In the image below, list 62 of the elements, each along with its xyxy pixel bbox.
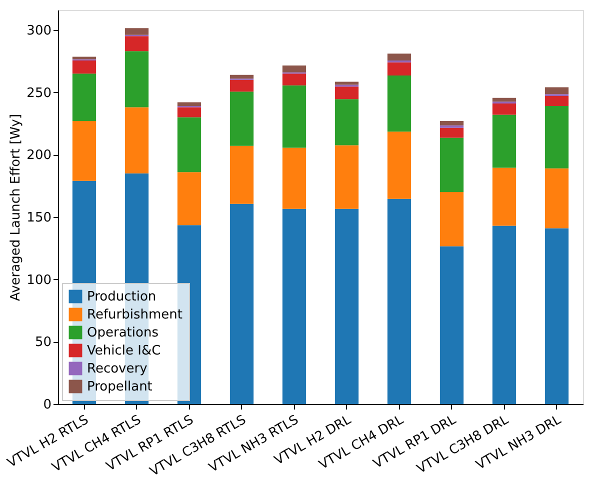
bar <box>230 74 254 79</box>
bar <box>544 87 569 94</box>
bar <box>440 128 464 138</box>
bar <box>387 75 412 132</box>
legend-label: Vehicle I&C <box>87 344 161 358</box>
bar <box>387 198 412 404</box>
y-tick-label: 200 <box>26 148 52 164</box>
bar <box>72 120 96 181</box>
bar <box>440 246 464 404</box>
y-tick-label: 250 <box>26 86 52 101</box>
y-axis-title: Averaged Launch Effort [Wy] <box>8 114 24 302</box>
legend-label: Propellant <box>87 380 152 394</box>
y-tick-label: 300 <box>26 23 52 38</box>
bar <box>492 104 516 115</box>
bar <box>230 204 254 404</box>
bar <box>387 132 412 199</box>
bar <box>124 51 149 108</box>
legend-label: Refurbishment <box>87 308 182 322</box>
bar <box>177 117 202 172</box>
bar <box>72 60 96 74</box>
bar <box>282 208 306 404</box>
bar <box>230 80 254 92</box>
bar <box>334 208 359 404</box>
bar <box>282 85 306 148</box>
bar <box>440 125 464 128</box>
bar <box>124 28 149 35</box>
bar <box>387 54 412 60</box>
bar <box>124 107 149 174</box>
bar <box>177 102 202 106</box>
bar <box>492 98 516 102</box>
bar <box>492 226 516 404</box>
bar <box>177 107 202 118</box>
y-tick-label: 100 <box>26 272 52 288</box>
bar <box>544 168 569 228</box>
bar <box>282 74 306 86</box>
y-tick-label: 150 <box>26 210 52 226</box>
bar <box>72 74 96 121</box>
bar <box>230 146 254 204</box>
y-tick-label: 50 <box>34 335 52 350</box>
bar <box>177 172 202 226</box>
bar <box>334 82 359 85</box>
bar <box>492 168 516 226</box>
bar <box>282 65 306 72</box>
bar <box>72 56 96 60</box>
bar <box>492 114 516 168</box>
bar <box>544 96 569 106</box>
bar <box>440 120 464 126</box>
bar <box>334 86 359 100</box>
bar <box>544 106 569 168</box>
bar <box>334 145 359 209</box>
bar <box>440 192 464 246</box>
bar <box>387 62 412 76</box>
bar <box>440 138 464 192</box>
legend-label: Production <box>87 290 156 304</box>
legend-label: Operations <box>87 326 159 340</box>
bar <box>124 36 149 52</box>
y-tick-label: 0 <box>43 398 52 412</box>
bar <box>334 99 359 146</box>
bar <box>282 148 306 209</box>
bar <box>544 228 569 404</box>
legend-label: Recovery <box>87 362 148 376</box>
bar <box>230 92 254 146</box>
